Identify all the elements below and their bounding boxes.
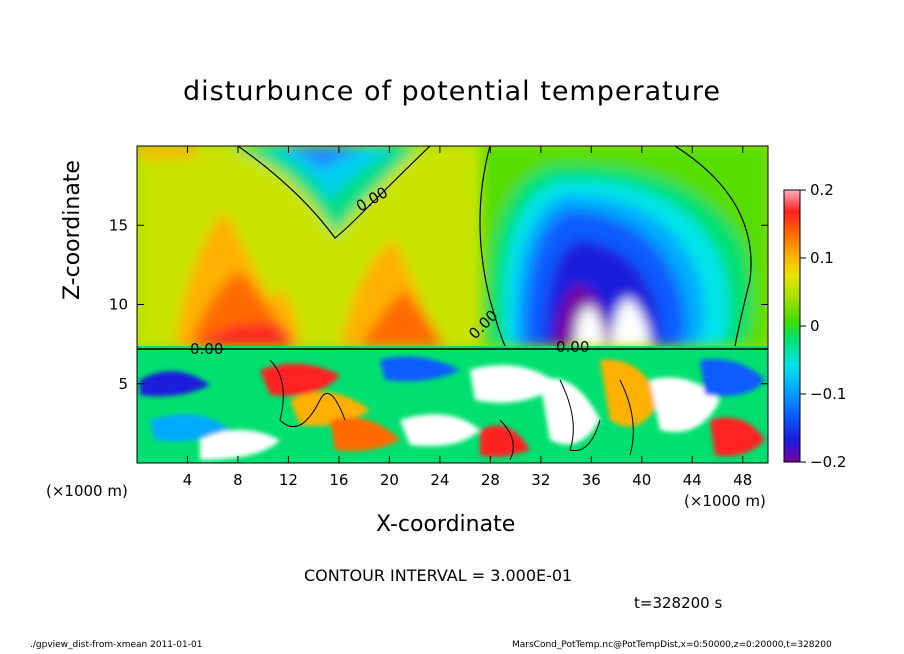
footer-left: ./gpview_dist-from-xmean 2011-01-01: [30, 640, 203, 650]
colorbar-tick-label: −0.2: [810, 453, 846, 471]
colorbar-tick-label: 0.1: [810, 249, 834, 267]
time-label: t=328200 s: [634, 594, 723, 612]
x-axis: 4 8 12 16 20 24 28 32 36 40 44 48: [183, 146, 752, 489]
x-tick-label: 32: [531, 471, 550, 489]
contour-label: 0.00: [556, 338, 589, 356]
y-axis-label: Z-coordinate: [60, 160, 85, 300]
x-tick-label: 36: [582, 471, 601, 489]
y-tick-label: 10: [109, 296, 128, 314]
y-tick-label: 15: [109, 216, 128, 234]
colorbar-ticks: 0.2 0.1 0 −0.1 −0.2: [800, 181, 846, 471]
x-tick-label: 40: [632, 471, 651, 489]
y-axis: 5 10 15: [109, 216, 768, 393]
x-tick-label: 12: [279, 471, 298, 489]
x-tick-label: 4: [183, 471, 193, 489]
x-unit-left: (×1000 m): [46, 482, 128, 500]
colorbar-tick-label: 0: [810, 317, 820, 335]
chart-title: disturbunce of potential temperature: [183, 76, 721, 107]
x-tick-label: 48: [733, 471, 752, 489]
x-axis-label: X-coordinate: [376, 512, 516, 537]
colorbar: [783, 189, 801, 463]
x-tick-label: 28: [481, 471, 500, 489]
x-tick-label: 44: [683, 471, 702, 489]
colorbar-tick-label: 0.2: [810, 181, 834, 199]
contour-label: 0.00: [190, 340, 223, 358]
x-unit-right: (×1000 m): [684, 492, 766, 510]
colorbar-tick-label: −0.1: [810, 385, 846, 403]
footer-right: MarsCond_PotTemp.nc@PotTempDist,x=0:5000…: [512, 640, 832, 650]
x-tick-label: 20: [380, 471, 399, 489]
heatmap-field: [137, 146, 768, 463]
x-tick-label: 16: [329, 471, 348, 489]
y-tick-label: 5: [118, 375, 128, 393]
contour-interval-note: CONTOUR INTERVAL = 3.000E-01: [304, 566, 573, 585]
x-tick-label: 8: [233, 471, 243, 489]
x-tick-label: 24: [430, 471, 449, 489]
